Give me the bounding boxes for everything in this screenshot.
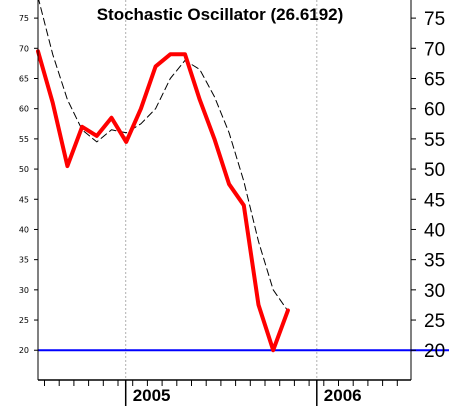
right-tick-label: 45 (424, 190, 445, 211)
left-tick-label: 75 (19, 14, 29, 23)
left-tick-label: 45 (19, 195, 29, 204)
left-tick-label: 30 (19, 286, 29, 295)
series-line-dashed (38, 0, 289, 312)
right-tick-label: 35 (424, 251, 445, 272)
left-tick-label: 25 (19, 316, 29, 325)
left-tick-label: 65 (19, 75, 29, 84)
series-lines (36, 0, 290, 353)
right-tick-label: 50 (424, 160, 445, 181)
right-tick-label: 30 (424, 281, 445, 302)
left-tick-label: 40 (19, 225, 29, 234)
right-tick-label: 55 (424, 130, 445, 151)
series-line-red (36, 49, 290, 353)
right-tick-label: 20 (424, 341, 445, 362)
left-tick-label: 50 (19, 165, 29, 174)
right-tick-label: 60 (424, 100, 445, 121)
left-tick-label: 55 (19, 135, 29, 144)
axes (34, 0, 416, 406)
left-tick-label: 35 (19, 256, 29, 265)
right-tick-label: 70 (424, 39, 445, 60)
right-tick-label: 65 (424, 70, 445, 91)
right-tick-label: 25 (424, 311, 445, 332)
right-tick-label: 40 (424, 220, 445, 241)
chart-title: Stochastic Oscillator (26.6192) (97, 5, 344, 24)
x-tick-label: 2005 (133, 386, 171, 405)
x-tick-label: 2006 (324, 386, 362, 405)
left-tick-label: 60 (19, 105, 29, 114)
left-tick-label: 70 (19, 44, 29, 53)
right-tick-label: 75 (424, 9, 445, 30)
year-gridlines (125, 0, 318, 380)
left-tick-label: 20 (19, 346, 29, 355)
tick-labels: 20 20 25 25 30 30 35 35 40 40 45 45 50 50 55 55 60 60 65 65… (19, 9, 445, 405)
